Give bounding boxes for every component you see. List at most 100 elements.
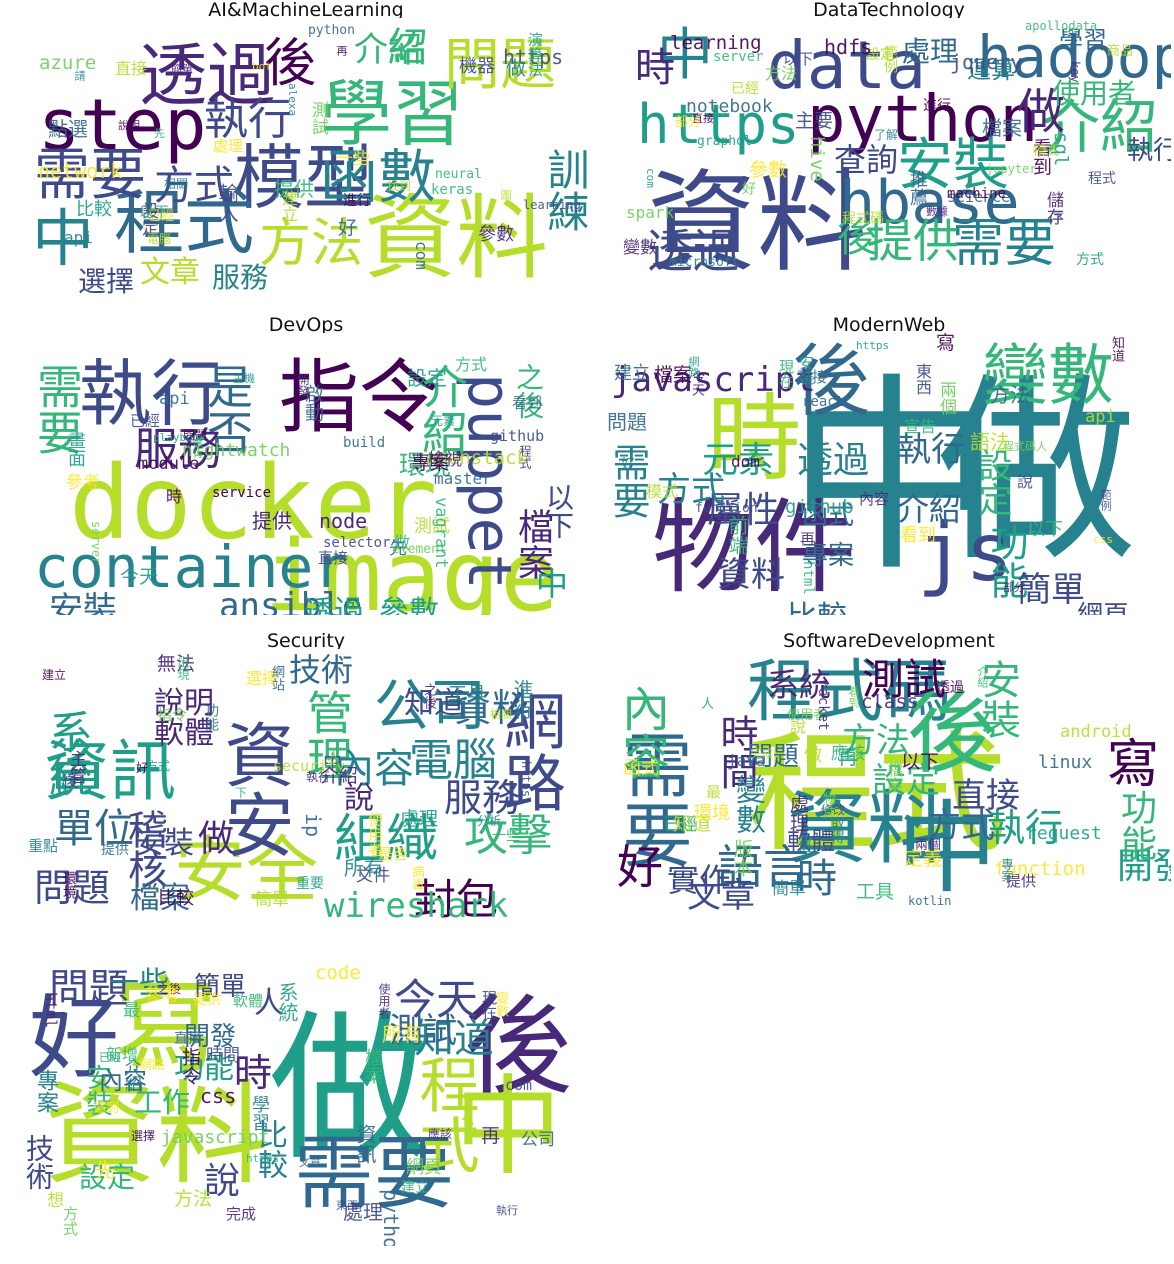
cloud-word: 安全	[174, 828, 319, 912]
cloud-word: 管理	[300, 689, 354, 781]
cloud-word: 一些	[492, 828, 520, 844]
cloud-word: 元素	[702, 440, 775, 481]
cloud-word: 學習	[1059, 26, 1107, 54]
cloud-word: 測試	[414, 516, 450, 537]
cloud-word: 找到	[387, 179, 412, 193]
cloud-word: 所有	[344, 856, 384, 880]
cloud-word: 後	[62, 772, 79, 792]
cloud-word: 網路	[139, 1058, 166, 1073]
cloud-word: javascript	[611, 360, 816, 400]
panel-modern-web: ModernWeb 中做物件 變數時後 js javascript 元素 屬性 執行 透過 介紹…	[607, 315, 1171, 615]
cloud-word: 今天	[120, 566, 159, 588]
cloud-word: js	[917, 506, 1014, 599]
cloud-word: azure	[39, 52, 97, 74]
cloud-word: 應該	[831, 744, 865, 764]
panel-title: AI&MachineLearning	[208, 0, 404, 21]
cloud-word: 做	[192, 819, 233, 855]
cloud-word: 所有	[382, 1022, 422, 1046]
cloud-word: 方式	[146, 759, 171, 773]
cloud-word: server	[89, 521, 103, 565]
cloud-word: 寫	[1107, 735, 1160, 795]
cloud-word: 系統	[767, 666, 832, 704]
cloud-word: linux	[1038, 752, 1093, 773]
cloud-word: 服務	[444, 776, 521, 820]
panel-devops: DevOps docker image container 指令 執行 puppet 需要 是…	[24, 315, 588, 615]
cloud-word: 執行	[987, 806, 1064, 850]
cloud-word: 進行	[343, 193, 371, 209]
cloud-word: 以下	[139, 203, 170, 221]
cloud-word: 資訊	[44, 733, 176, 810]
cloud-word: 值	[798, 839, 812, 855]
cloud-word: 需要	[34, 143, 146, 208]
cloud-word: 應該	[428, 1127, 453, 1141]
cloud-word: 圖	[499, 189, 512, 200]
cloud-word: 比較	[787, 603, 847, 616]
cloud-word: css	[200, 1084, 237, 1108]
cloud-word: 重點	[28, 837, 59, 855]
cloud-word: 說明	[118, 119, 140, 132]
cloud-word: 比較	[158, 888, 194, 909]
cloud-word: 處理	[400, 808, 439, 830]
cloud-word: 資料	[364, 185, 549, 292]
cloud-word: 再	[481, 1125, 501, 1147]
cloud-word: 後	[464, 985, 573, 1110]
cloud-word: 執行	[306, 770, 331, 784]
cloud-word: 人	[327, 749, 341, 764]
cloud-word: 今天	[394, 975, 479, 1024]
cloud-word: 宣告	[904, 417, 937, 436]
cloud-word: 簡單	[772, 879, 806, 899]
cloud-word: 方法	[990, 383, 1030, 407]
cloud-word: 下	[1052, 211, 1065, 225]
cloud-word: 相關	[164, 177, 189, 191]
cloud-word: 介紹	[897, 490, 962, 528]
cloud-word: 訓練	[541, 148, 588, 232]
cloud-word: 組織	[334, 810, 439, 870]
cloud-word: 測試	[389, 1011, 457, 1051]
cloud-word: 功能	[174, 1051, 234, 1086]
word-cloud: 資訊 安全 資安 網路 組織 公司 系統 管理 電腦 攻擊 內容 服務 單位 問題 稽核做封包 資料 知道 說明軟…	[24, 649, 588, 931]
cloud-word: 最	[123, 1001, 140, 1021]
cloud-word: 時間	[714, 714, 758, 790]
cloud-word: 透過	[139, 37, 276, 116]
cloud-word: 重要	[296, 876, 324, 892]
cloud-word: ip	[301, 813, 325, 838]
word-cloud: 資料 data python hadoop hbase https 介紹 安裝 需要 中提供 做透過…	[607, 18, 1171, 300]
cloud-word: 問題	[34, 866, 111, 910]
panel-untitled: 做資料寫 後中需要 好程式 知道時說 人 今天 測試 問題 一些 功能 開發 比較 工作 設定 安裝 技術 內容…	[24, 946, 588, 1246]
cloud-word: 專案	[802, 541, 855, 571]
cloud-word: 選擇	[78, 265, 135, 298]
cloud-word: step	[38, 84, 207, 166]
cloud-word: 啟動	[302, 384, 324, 422]
cloud-word: 寫	[114, 965, 219, 1087]
cloud-word: hdfs	[824, 35, 873, 59]
cloud-word: 服務	[212, 261, 269, 294]
cloud-word: 模型	[234, 137, 374, 219]
cloud-word: security	[273, 757, 346, 775]
cloud-word: 簡單	[194, 972, 247, 1002]
cloud-word: 之後	[421, 683, 436, 709]
cloud-word: 測試	[308, 101, 328, 135]
cloud-word: 實作	[667, 861, 732, 899]
cloud-word: 工具	[856, 881, 895, 903]
cloud-word: 請	[73, 70, 86, 81]
cloud-word: node	[319, 509, 368, 533]
cloud-word: 變數	[982, 337, 1114, 414]
panel-title: Security	[266, 630, 346, 652]
cloud-word: image	[264, 520, 560, 615]
cloud-word: 說	[204, 1161, 241, 1202]
cloud-word: 公司	[521, 1130, 555, 1150]
cloud-word: build	[343, 435, 386, 451]
cloud-word: 修改	[821, 803, 846, 817]
cloud-word: 以下	[542, 483, 575, 539]
cloud-word: playbook	[153, 431, 206, 444]
cloud-word: 時	[707, 385, 802, 494]
cloud-word: 說	[344, 781, 374, 816]
cloud-word: 問題	[444, 33, 556, 98]
cloud-word: 模式	[1033, 144, 1060, 159]
cloud-word: 提供	[1006, 872, 1037, 890]
cloud-word: https	[519, 761, 533, 798]
cloud-word: 好	[136, 761, 149, 775]
cloud-word: 之後	[512, 363, 545, 419]
cloud-word: machine	[947, 186, 1007, 202]
